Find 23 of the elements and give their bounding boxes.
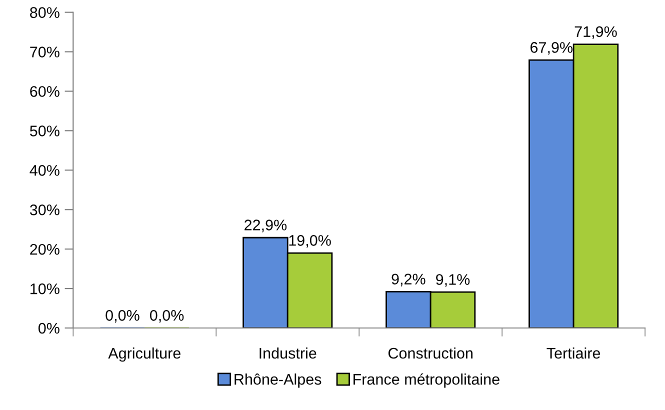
x-tick-label: Industrie: [260, 347, 316, 359]
data-label: 71,9%: [574, 26, 617, 39]
data-label: 0,0%: [150, 310, 184, 323]
x-tick-label: Agriculture: [108, 347, 180, 362]
y-tick-label: 0%: [38, 322, 60, 334]
y-tick-label: 50%: [30, 126, 60, 136]
legend-label: France métropolitaine: [354, 373, 500, 388]
x-tick-label: Tertiaire: [546, 347, 600, 359]
data-label: 0,0%: [106, 310, 140, 323]
y-tick-label: 70%: [30, 46, 60, 58]
y-tick-label: 80%: [30, 7, 60, 18]
data-label: 67,9%: [530, 42, 573, 55]
data-label: 9,2%: [392, 274, 426, 286]
data-label: 19,0%: [289, 235, 331, 248]
x-tick-label: Construction: [388, 347, 472, 359]
data-label: 9,1%: [436, 274, 470, 287]
y-tick-label: 40%: [30, 165, 60, 176]
y-tick-label: 60%: [30, 86, 60, 97]
legend-label: Rhône-Alpes: [234, 373, 322, 388]
y-tick-label: 20%: [30, 244, 60, 255]
y-tick-label: 30%: [30, 204, 60, 216]
y-tick-label: 10%: [30, 283, 60, 294]
data-label: 22,9%: [244, 220, 287, 232]
